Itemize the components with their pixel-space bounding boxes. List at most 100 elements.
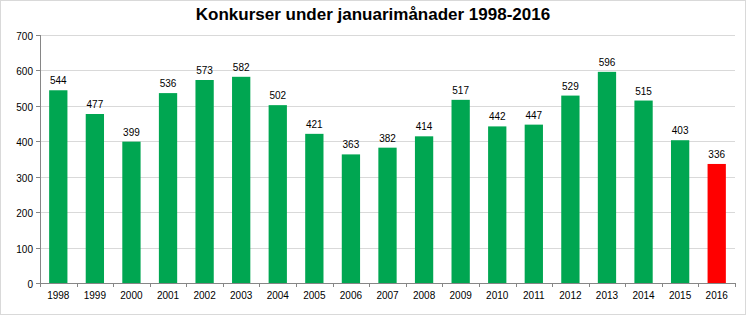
data-label: 421: [306, 119, 323, 130]
x-tick: [698, 283, 699, 287]
y-tick: [36, 106, 40, 107]
chart-container: 0 100 200 300 400 500 600 700 544 1998 477 1999 399 2…: [0, 0, 746, 315]
y-tick-label: 500: [16, 102, 33, 113]
x-axis: [40, 283, 735, 284]
bar: [159, 93, 177, 283]
bar: [561, 96, 579, 283]
bar: [634, 101, 652, 283]
data-label: 363: [343, 139, 360, 150]
bar: [342, 154, 360, 283]
chart-title: Konkurser under januarimånader 1998-2016: [196, 5, 550, 24]
x-tick: [186, 283, 187, 287]
x-tick-label: 2010: [486, 290, 509, 301]
x-tick-label: 2016: [706, 290, 729, 301]
y-tick: [36, 177, 40, 178]
x-tick: [259, 283, 260, 287]
data-label: 336: [708, 149, 725, 160]
data-label: 582: [233, 62, 250, 73]
bar: [232, 77, 250, 283]
x-tick-label: 2014: [632, 290, 655, 301]
data-label: 447: [525, 110, 542, 121]
y-axis: [40, 35, 41, 283]
x-tick: [735, 283, 736, 287]
bar: [671, 140, 689, 283]
x-tick-label: 2005: [303, 290, 326, 301]
y-tick: [36, 141, 40, 142]
x-tick: [333, 283, 334, 287]
bar: [49, 90, 67, 283]
bar: [86, 114, 104, 283]
grid-line: [40, 283, 735, 284]
bar: [598, 72, 616, 283]
data-label: 414: [416, 121, 433, 132]
data-label: 442: [489, 111, 506, 122]
x-tick: [552, 283, 553, 287]
x-tick-label: 2001: [157, 290, 180, 301]
data-label: 399: [123, 127, 140, 138]
bar: [708, 164, 726, 283]
data-label: 403: [672, 125, 689, 136]
x-tick: [223, 283, 224, 287]
bar: [525, 125, 543, 283]
x-tick: [516, 283, 517, 287]
x-tick-label: 2012: [559, 290, 582, 301]
x-tick-label: 2007: [376, 290, 399, 301]
x-tick: [40, 283, 41, 287]
y-tick: [36, 70, 40, 71]
x-tick-label: 2011: [523, 290, 545, 301]
y-tick-label: 600: [16, 66, 33, 77]
x-tick: [625, 283, 626, 287]
x-tick: [296, 283, 297, 287]
bar: [378, 148, 396, 283]
y-tick: [36, 212, 40, 213]
x-tick-label: 2008: [413, 290, 436, 301]
y-tick: [36, 248, 40, 249]
data-label: 573: [196, 65, 213, 76]
data-label: 596: [599, 57, 616, 68]
x-tick-label: 2000: [120, 290, 143, 301]
x-tick: [77, 283, 78, 287]
x-tick-label: 2003: [230, 290, 253, 301]
y-tick-label: 200: [16, 208, 33, 219]
x-tick: [442, 283, 443, 287]
data-label: 544: [50, 75, 67, 86]
y-tick: [36, 35, 40, 36]
x-tick: [150, 283, 151, 287]
grid-line: [40, 35, 735, 36]
bar: [195, 80, 213, 283]
x-tick-label: 1999: [84, 290, 107, 301]
data-label: 529: [562, 81, 579, 92]
data-label: 515: [635, 86, 652, 97]
data-label: 477: [87, 99, 104, 110]
x-tick-label: 2002: [193, 290, 216, 301]
chart-svg: 0 100 200 300 400 500 600 700 544 1998 477 1999 399 2…: [0, 0, 746, 315]
data-label: 382: [379, 133, 396, 144]
x-tick: [662, 283, 663, 287]
bar: [415, 136, 433, 283]
data-label: 502: [269, 90, 286, 101]
y-tick-label: 300: [16, 173, 33, 184]
x-tick: [369, 283, 370, 287]
y-tick-label: 0: [27, 279, 33, 290]
x-tick: [589, 283, 590, 287]
bar: [488, 126, 506, 283]
y-tick-label: 100: [16, 244, 33, 255]
y-tick-label: 400: [16, 137, 33, 148]
data-label: 517: [452, 85, 469, 96]
y-tick-label: 700: [16, 31, 33, 42]
bar: [305, 134, 323, 283]
x-tick-label: 1998: [47, 290, 70, 301]
chart-frame: [1, 1, 746, 315]
x-tick-label: 2009: [450, 290, 473, 301]
bar: [452, 100, 470, 283]
x-tick: [113, 283, 114, 287]
x-tick-label: 2015: [669, 290, 692, 301]
x-tick-label: 2004: [267, 290, 290, 301]
bar: [269, 105, 287, 283]
bar: [122, 142, 140, 283]
y-tick: [36, 283, 40, 284]
x-tick: [479, 283, 480, 287]
grid-line: [40, 106, 735, 107]
x-tick-label: 2006: [340, 290, 363, 301]
data-label: 536: [160, 78, 177, 89]
